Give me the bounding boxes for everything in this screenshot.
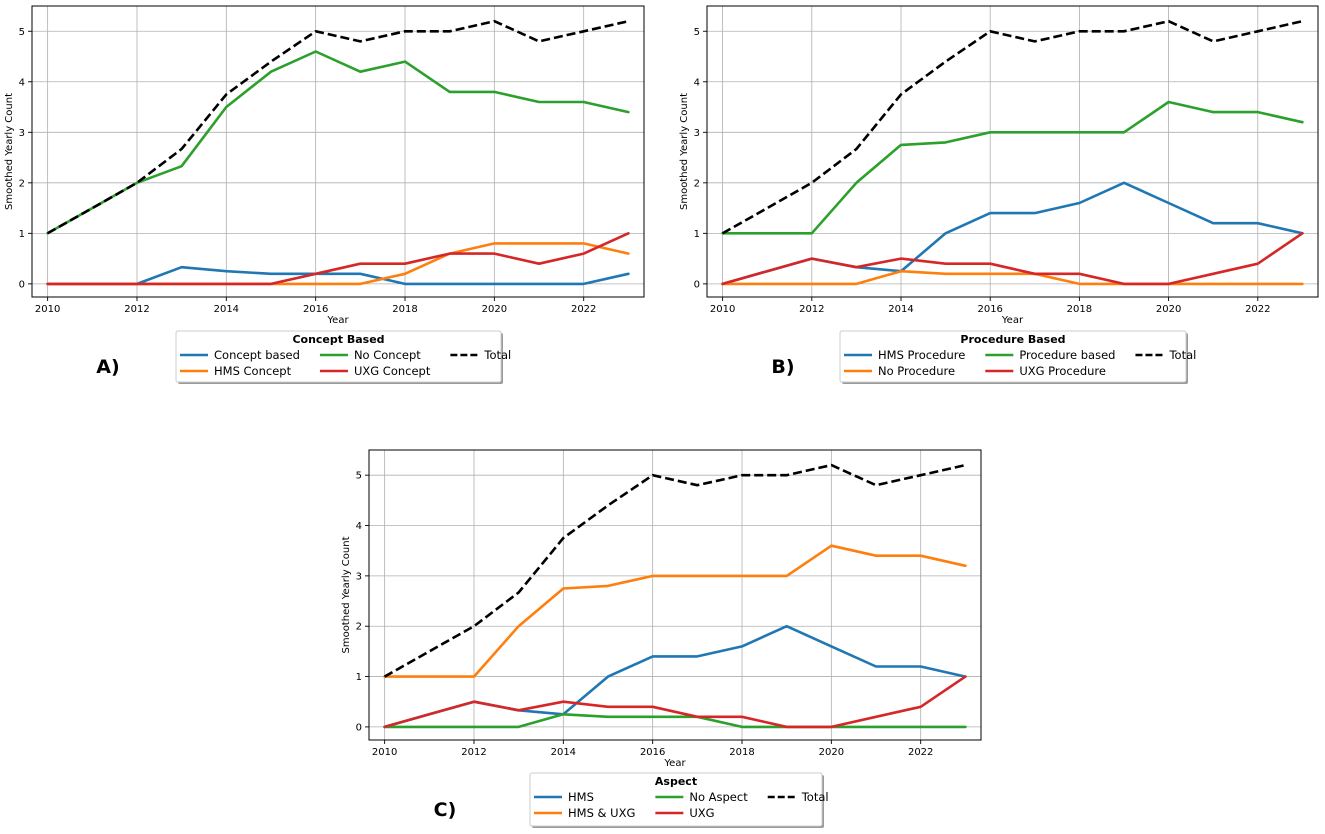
x-tick-label: 2022 bbox=[1245, 304, 1270, 315]
legend-label: No Aspect bbox=[689, 790, 748, 804]
plot-frame bbox=[368, 449, 982, 741]
legend-label: UXG Concept bbox=[354, 364, 431, 378]
x-tick-label: 2014 bbox=[214, 304, 239, 315]
series-line-no-aspect bbox=[383, 712, 967, 729]
series-line-total bbox=[383, 463, 966, 678]
legend-label: Total bbox=[801, 790, 829, 804]
y-tick-label: 3 bbox=[19, 128, 25, 139]
panel-c: 2010 2012 2014 2016 2018 2020 2022 0 1 2 3 4 5 Year Sm… bbox=[341, 449, 982, 828]
legend-label: Concept based bbox=[214, 348, 300, 362]
legend-title: Aspect bbox=[655, 775, 697, 788]
y-tick-label: 4 bbox=[19, 77, 25, 88]
x-tick-label: 2022 bbox=[571, 304, 596, 315]
y-tick-label: 0 bbox=[19, 279, 25, 290]
legend-title: Concept Based bbox=[292, 333, 384, 346]
x-tick-label: 2014 bbox=[888, 304, 913, 315]
legend-label: No Procedure bbox=[878, 364, 955, 378]
y-tick-label: 3 bbox=[694, 128, 700, 139]
legend-box bbox=[839, 330, 1187, 383]
panel-label: A) bbox=[96, 356, 119, 378]
legend-label: Total bbox=[1168, 348, 1196, 362]
y-axis-label: Smoothed Yearly Count bbox=[341, 536, 352, 653]
x-tick-label: 2010 bbox=[372, 747, 397, 758]
x-tick-label: 2018 bbox=[1067, 304, 1092, 315]
y-tick-label: 5 bbox=[694, 27, 700, 38]
y-tick-label: 1 bbox=[19, 229, 25, 240]
y-tick-label: 4 bbox=[356, 521, 362, 532]
y-tick-label: 3 bbox=[356, 571, 362, 582]
x-axis-label: Year bbox=[326, 315, 349, 326]
legend-label: Procedure based bbox=[1019, 348, 1115, 362]
y-axis-label: Smoothed Yearly Count bbox=[679, 93, 690, 210]
legend-label: HMS Procedure bbox=[878, 348, 965, 362]
x-tick-label: 2012 bbox=[461, 747, 486, 758]
x-tick-label: 2020 bbox=[1156, 304, 1181, 315]
legend-label: HMS bbox=[568, 790, 594, 804]
series-line-total bbox=[721, 19, 1303, 235]
y-tick-label: 5 bbox=[356, 471, 362, 482]
legend: Procedure Based HMS Procedure No Procedure… bbox=[839, 330, 1196, 384]
y-tick-label: 2 bbox=[19, 178, 25, 189]
x-axis-label: Year bbox=[663, 758, 686, 769]
x-tick-label: 2010 bbox=[35, 304, 60, 315]
y-tick-label: 5 bbox=[19, 27, 25, 38]
x-tick-label: 2018 bbox=[729, 747, 754, 758]
legend-label: Total bbox=[483, 348, 511, 362]
plot-frame bbox=[706, 5, 1319, 298]
x-tick-label: 2016 bbox=[303, 304, 328, 315]
panel-b: 2010 2012 2014 2016 2018 2020 2022 0 1 2 3 4 5 Year Sm… bbox=[679, 5, 1319, 384]
legend: Concept Based Concept based HMS Concept No … bbox=[175, 330, 511, 384]
x-tick-label: 2012 bbox=[799, 304, 824, 315]
series-line-uxg bbox=[383, 675, 967, 729]
y-tick-label: 1 bbox=[356, 672, 362, 683]
x-tick-label: 2016 bbox=[977, 304, 1002, 315]
panel-label: B) bbox=[771, 356, 794, 378]
series-line-concept-based bbox=[46, 265, 630, 286]
y-tick-label: 4 bbox=[694, 77, 700, 88]
legend-label: UXG Procedure bbox=[1019, 364, 1106, 378]
y-tick-label: 2 bbox=[356, 622, 362, 633]
x-tick-label: 2016 bbox=[640, 747, 665, 758]
x-tick-label: 2022 bbox=[908, 747, 933, 758]
x-tick-label: 2018 bbox=[392, 304, 417, 315]
y-tick-label: 1 bbox=[694, 229, 700, 240]
x-tick-label: 2014 bbox=[551, 747, 576, 758]
series-line-uxg-procedure bbox=[721, 232, 1304, 286]
x-axis-label: Year bbox=[1001, 315, 1024, 326]
legend-label: No Concept bbox=[354, 348, 421, 362]
legend-label: UXG bbox=[689, 806, 714, 820]
series-line-no-procedure bbox=[721, 269, 1304, 286]
series-line-procedure-based bbox=[721, 100, 1304, 235]
y-axis-label: Smoothed Yearly Count bbox=[4, 93, 15, 210]
x-tick-label: 2012 bbox=[124, 304, 149, 315]
series-line-total bbox=[46, 19, 629, 235]
x-tick-label: 2020 bbox=[819, 747, 844, 758]
plot-frame bbox=[31, 5, 645, 298]
legend-box bbox=[175, 330, 502, 383]
legend-label: HMS Concept bbox=[214, 364, 292, 378]
y-tick-label: 0 bbox=[356, 722, 362, 733]
y-tick-label: 2 bbox=[694, 178, 700, 189]
y-tick-label: 0 bbox=[694, 279, 700, 290]
series-line-no-concept bbox=[46, 50, 630, 235]
series-line-hms-uxg bbox=[383, 544, 967, 678]
x-tick-label: 2010 bbox=[710, 304, 735, 315]
x-tick-label: 2020 bbox=[482, 304, 507, 315]
legend-box bbox=[529, 772, 823, 827]
panel-label: C) bbox=[434, 799, 457, 821]
legend-title: Procedure Based bbox=[960, 333, 1065, 346]
legend: Aspect HMS HMS & UXG No Aspect UXG Total bbox=[529, 772, 829, 828]
legend-label: HMS & UXG bbox=[568, 806, 635, 820]
series-line-uxg-concept bbox=[46, 232, 630, 286]
panel-a: 2010 2012 2014 2016 2018 2020 2022 0 1 2 3 4 5 Year Sm… bbox=[4, 5, 645, 384]
